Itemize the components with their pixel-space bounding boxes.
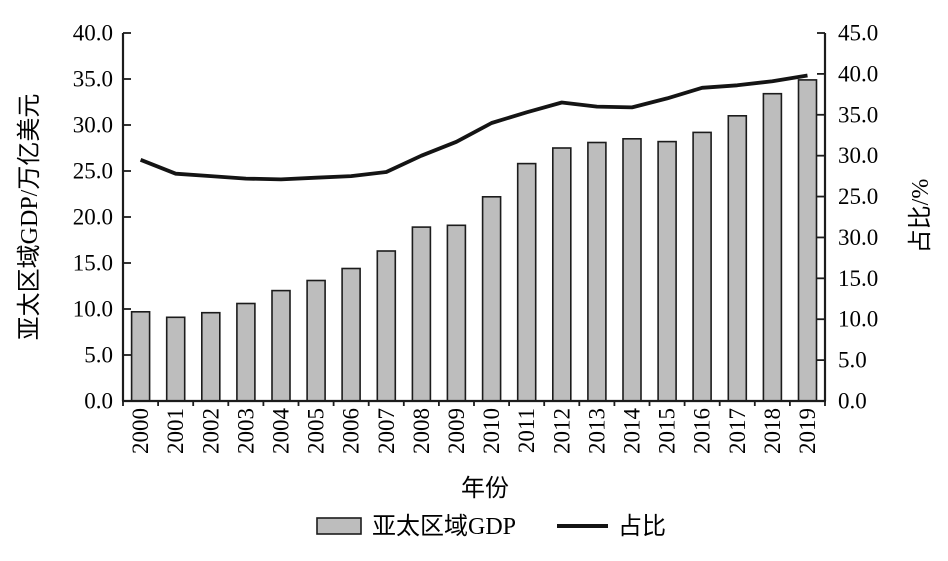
x-tick-label-2009: 2009 xyxy=(444,408,469,454)
x-tick-label-2016: 2016 xyxy=(690,408,715,454)
bar-2003 xyxy=(236,302,256,402)
legend-bar-swatch-icon xyxy=(316,517,362,535)
right-tick-label-3: 15.0 xyxy=(838,266,878,291)
line-series-layer xyxy=(139,73,808,182)
bar-2008 xyxy=(411,226,432,402)
left-tick-label-25.0: 25.0 xyxy=(73,159,113,184)
x-tick-label-2018: 2018 xyxy=(760,408,785,454)
x-tick-label-2010: 2010 xyxy=(479,408,504,454)
bar-2001 xyxy=(165,316,186,402)
legend-bar-label: 亚太区域GDP xyxy=(372,513,516,540)
bar-2000 xyxy=(130,310,151,402)
x-tick-label-2007: 2007 xyxy=(374,408,399,454)
x-tick-label-2003: 2003 xyxy=(233,408,258,454)
bar-2006 xyxy=(341,267,361,402)
x-tick-label-2001: 2001 xyxy=(163,408,188,454)
x-tick-label-2002: 2002 xyxy=(198,408,223,454)
left-tick-label-0.0: 0.0 xyxy=(84,389,113,414)
bar-2009 xyxy=(446,224,467,402)
bar-2019 xyxy=(797,79,818,402)
right-tick-label-9: 45.0 xyxy=(838,21,878,46)
legend-line-label: 占比 xyxy=(618,513,666,540)
left-tick-label-40.0: 40.0 xyxy=(73,21,113,46)
right-tick-label-5: 25.0 xyxy=(838,184,878,209)
bar-2010 xyxy=(481,196,502,402)
bar-2005 xyxy=(306,279,326,402)
x-axis-title: 年份 xyxy=(461,475,509,502)
right-tick-label-7: 35.0 xyxy=(838,102,878,127)
x-tick-label-2019: 2019 xyxy=(795,408,820,454)
right-tick-label-1: 5.0 xyxy=(838,348,867,373)
right-tick-label-2: 10.0 xyxy=(838,307,878,332)
bar-2011 xyxy=(516,162,537,402)
x-tick-label-2006: 2006 xyxy=(339,408,364,454)
bar-2002 xyxy=(201,311,221,402)
bars-layer xyxy=(130,79,818,402)
left-tick-label-20.0: 20.0 xyxy=(73,205,113,230)
x-tick-label-2011: 2011 xyxy=(514,408,539,453)
left-tick-label-5.0: 5.0 xyxy=(84,343,113,368)
bar-2016 xyxy=(692,131,712,402)
axis-ticks-layer: 0.0 5.0 10.0 15.0 20.0 25.0 30.0 35.0 40.0 0.0 5.0… xyxy=(73,21,879,455)
left-tick-label-10.0: 10.0 xyxy=(73,297,113,322)
left-tick-label-30.0: 30.0 xyxy=(73,113,113,138)
right-axis-title: 占比/% xyxy=(907,179,934,254)
bar-2015 xyxy=(657,140,677,402)
x-tick-label-2004: 2004 xyxy=(269,408,294,455)
bar-2004 xyxy=(271,289,291,402)
right-tick-label-6: 30.0 xyxy=(838,143,878,168)
right-tick-label-8: 40.0 xyxy=(838,61,878,86)
proportion-line xyxy=(139,73,808,182)
x-tick-label-2017: 2017 xyxy=(725,408,750,454)
legend: 亚太区域GDP 占比 xyxy=(316,513,666,540)
left-tick-label-35.0: 35.0 xyxy=(73,67,113,92)
x-tick-label-2012: 2012 xyxy=(549,408,574,454)
right-tick-label-0: 0.0 xyxy=(838,389,867,414)
bar-2013 xyxy=(587,141,607,402)
bar-2014 xyxy=(622,138,642,402)
bar-2007 xyxy=(376,250,397,402)
x-tick-label-2013: 2013 xyxy=(584,408,609,454)
x-tick-label-2005: 2005 xyxy=(304,408,329,454)
left-axis-title: 亚太区域GDP/万亿美元 xyxy=(16,94,43,341)
x-tick-label-2000: 2000 xyxy=(128,408,153,454)
x-tick-label-2014: 2014 xyxy=(620,408,645,455)
bar-2012 xyxy=(551,147,572,402)
x-tick-label-2008: 2008 xyxy=(409,408,434,454)
left-tick-label-15.0: 15.0 xyxy=(73,251,113,276)
x-tick-label-2015: 2015 xyxy=(655,408,680,454)
bar-2018 xyxy=(762,92,783,402)
right-tick-label-4: 30.0 xyxy=(838,225,878,250)
bar-2017 xyxy=(727,115,748,402)
